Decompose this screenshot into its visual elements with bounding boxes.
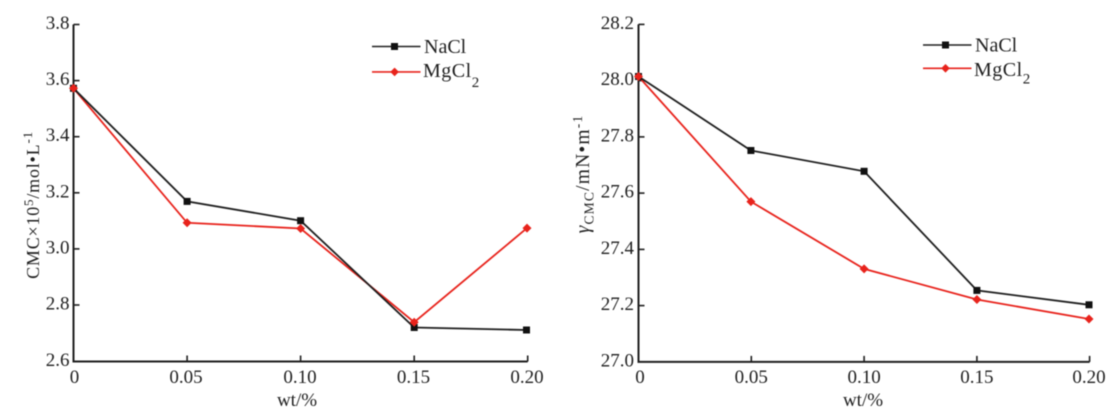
svg-text:0: 0 xyxy=(70,367,80,388)
svg-text:0.15: 0.15 xyxy=(960,367,993,388)
svg-text:wt/%: wt/% xyxy=(843,390,883,411)
svg-text:0.05: 0.05 xyxy=(735,367,768,388)
svg-text:NaCl: NaCl xyxy=(975,35,1018,57)
svg-text:3.0: 3.0 xyxy=(46,237,70,258)
svg-text:28.0: 28.0 xyxy=(601,69,634,90)
svg-text:3.8: 3.8 xyxy=(46,13,70,34)
svg-text:0.20: 0.20 xyxy=(510,367,543,388)
svg-text:0: 0 xyxy=(635,367,645,388)
svg-text:0.05: 0.05 xyxy=(169,367,202,388)
svg-text:28.2: 28.2 xyxy=(601,13,634,34)
svg-text:0.20: 0.20 xyxy=(1072,367,1105,388)
svg-text:CMC×105/mol•L-1: CMC×105/mol•L-1 xyxy=(20,131,43,279)
svg-text:27.2: 27.2 xyxy=(601,294,634,315)
svg-text:NaCl: NaCl xyxy=(424,36,467,58)
svg-text:27.0: 27.0 xyxy=(601,350,634,371)
svg-text:3.4: 3.4 xyxy=(46,125,70,146)
svg-text:2.6: 2.6 xyxy=(46,350,70,371)
svg-text:0.10: 0.10 xyxy=(847,367,880,388)
svg-text:27.4: 27.4 xyxy=(601,238,635,259)
svg-text:0.15: 0.15 xyxy=(397,367,430,388)
svg-text:0.10: 0.10 xyxy=(283,367,316,388)
svg-text:27.6: 27.6 xyxy=(601,182,634,203)
svg-text:wt/%: wt/% xyxy=(277,390,317,411)
svg-text:2.8: 2.8 xyxy=(46,294,70,315)
svg-text:γCMC/mN•m-1: γCMC/mN•m-1 xyxy=(570,115,597,234)
svg-text:3.2: 3.2 xyxy=(46,181,70,202)
svg-text:27.8: 27.8 xyxy=(601,125,634,146)
svg-text:3.6: 3.6 xyxy=(46,69,70,90)
